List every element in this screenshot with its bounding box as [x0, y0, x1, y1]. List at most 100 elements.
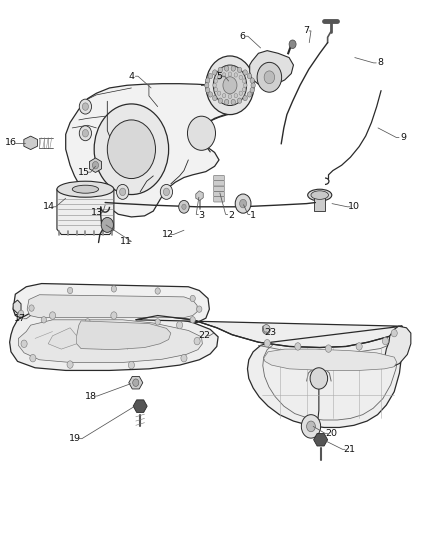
Polygon shape: [48, 328, 77, 349]
Ellipse shape: [72, 185, 99, 193]
Circle shape: [155, 319, 160, 325]
Circle shape: [250, 87, 254, 93]
Polygon shape: [89, 158, 102, 173]
Text: 19: 19: [69, 434, 81, 443]
Circle shape: [247, 92, 252, 97]
Circle shape: [243, 70, 247, 75]
Circle shape: [21, 340, 27, 348]
Circle shape: [257, 62, 282, 92]
Circle shape: [231, 99, 236, 104]
Circle shape: [128, 361, 134, 369]
Text: 17: 17: [14, 314, 26, 323]
Text: 23: 23: [265, 328, 277, 336]
Text: 11: 11: [120, 237, 132, 246]
Polygon shape: [129, 376, 143, 389]
Circle shape: [247, 74, 252, 79]
Circle shape: [85, 319, 90, 325]
Circle shape: [163, 188, 170, 196]
Circle shape: [382, 337, 389, 345]
Polygon shape: [18, 320, 202, 362]
Circle shape: [205, 87, 210, 93]
Text: 3: 3: [198, 211, 205, 220]
Circle shape: [67, 287, 73, 294]
Circle shape: [289, 40, 296, 49]
Circle shape: [117, 184, 129, 199]
Circle shape: [194, 337, 200, 345]
Circle shape: [325, 345, 332, 352]
Polygon shape: [264, 349, 397, 370]
Ellipse shape: [311, 191, 328, 199]
Circle shape: [242, 87, 246, 92]
Circle shape: [307, 421, 315, 432]
Text: 15: 15: [78, 168, 90, 176]
Polygon shape: [10, 310, 218, 370]
Circle shape: [94, 104, 169, 195]
Circle shape: [391, 329, 397, 337]
Circle shape: [250, 78, 254, 83]
Circle shape: [240, 199, 247, 208]
FancyBboxPatch shape: [214, 181, 224, 186]
Polygon shape: [24, 136, 38, 150]
Circle shape: [179, 200, 189, 213]
Text: 13: 13: [91, 208, 103, 216]
FancyBboxPatch shape: [214, 186, 224, 191]
Polygon shape: [57, 189, 114, 235]
Circle shape: [237, 98, 242, 103]
Polygon shape: [13, 300, 21, 313]
Circle shape: [190, 295, 195, 302]
Circle shape: [239, 91, 243, 95]
Circle shape: [262, 325, 270, 334]
Text: 5: 5: [216, 72, 222, 80]
Text: 21: 21: [343, 445, 355, 454]
Text: 1: 1: [250, 211, 256, 220]
Text: 10: 10: [348, 203, 360, 211]
Circle shape: [49, 312, 56, 319]
Circle shape: [120, 188, 126, 196]
FancyBboxPatch shape: [214, 191, 224, 197]
Circle shape: [234, 93, 237, 98]
Circle shape: [214, 79, 218, 83]
Circle shape: [217, 91, 221, 95]
Polygon shape: [77, 321, 171, 350]
Circle shape: [111, 312, 117, 319]
Circle shape: [218, 67, 223, 72]
Circle shape: [160, 184, 173, 199]
Circle shape: [41, 317, 46, 323]
Circle shape: [133, 379, 139, 386]
FancyBboxPatch shape: [214, 175, 224, 181]
Circle shape: [82, 103, 88, 110]
Polygon shape: [385, 326, 411, 367]
Circle shape: [243, 95, 247, 101]
Circle shape: [208, 74, 212, 79]
Polygon shape: [136, 316, 402, 427]
Circle shape: [251, 83, 255, 88]
Circle shape: [213, 83, 216, 87]
Polygon shape: [196, 191, 203, 200]
Text: 4: 4: [128, 72, 134, 80]
Text: 22: 22: [198, 332, 211, 340]
Polygon shape: [27, 295, 197, 318]
Circle shape: [264, 340, 270, 347]
Circle shape: [214, 87, 218, 92]
Circle shape: [206, 56, 254, 115]
Circle shape: [18, 310, 24, 317]
Circle shape: [67, 361, 73, 368]
Circle shape: [239, 75, 243, 79]
Text: 20: 20: [325, 429, 338, 438]
Ellipse shape: [57, 181, 114, 197]
Circle shape: [30, 354, 36, 362]
Polygon shape: [13, 284, 209, 324]
Circle shape: [213, 65, 247, 106]
Circle shape: [107, 120, 155, 179]
Circle shape: [295, 343, 301, 350]
Circle shape: [234, 73, 237, 77]
Ellipse shape: [307, 189, 332, 201]
Circle shape: [82, 130, 88, 137]
Circle shape: [208, 92, 212, 97]
Circle shape: [212, 95, 217, 101]
Circle shape: [197, 306, 202, 312]
Text: 14: 14: [43, 203, 55, 211]
Circle shape: [218, 98, 223, 103]
Circle shape: [182, 204, 186, 209]
Polygon shape: [66, 84, 245, 217]
